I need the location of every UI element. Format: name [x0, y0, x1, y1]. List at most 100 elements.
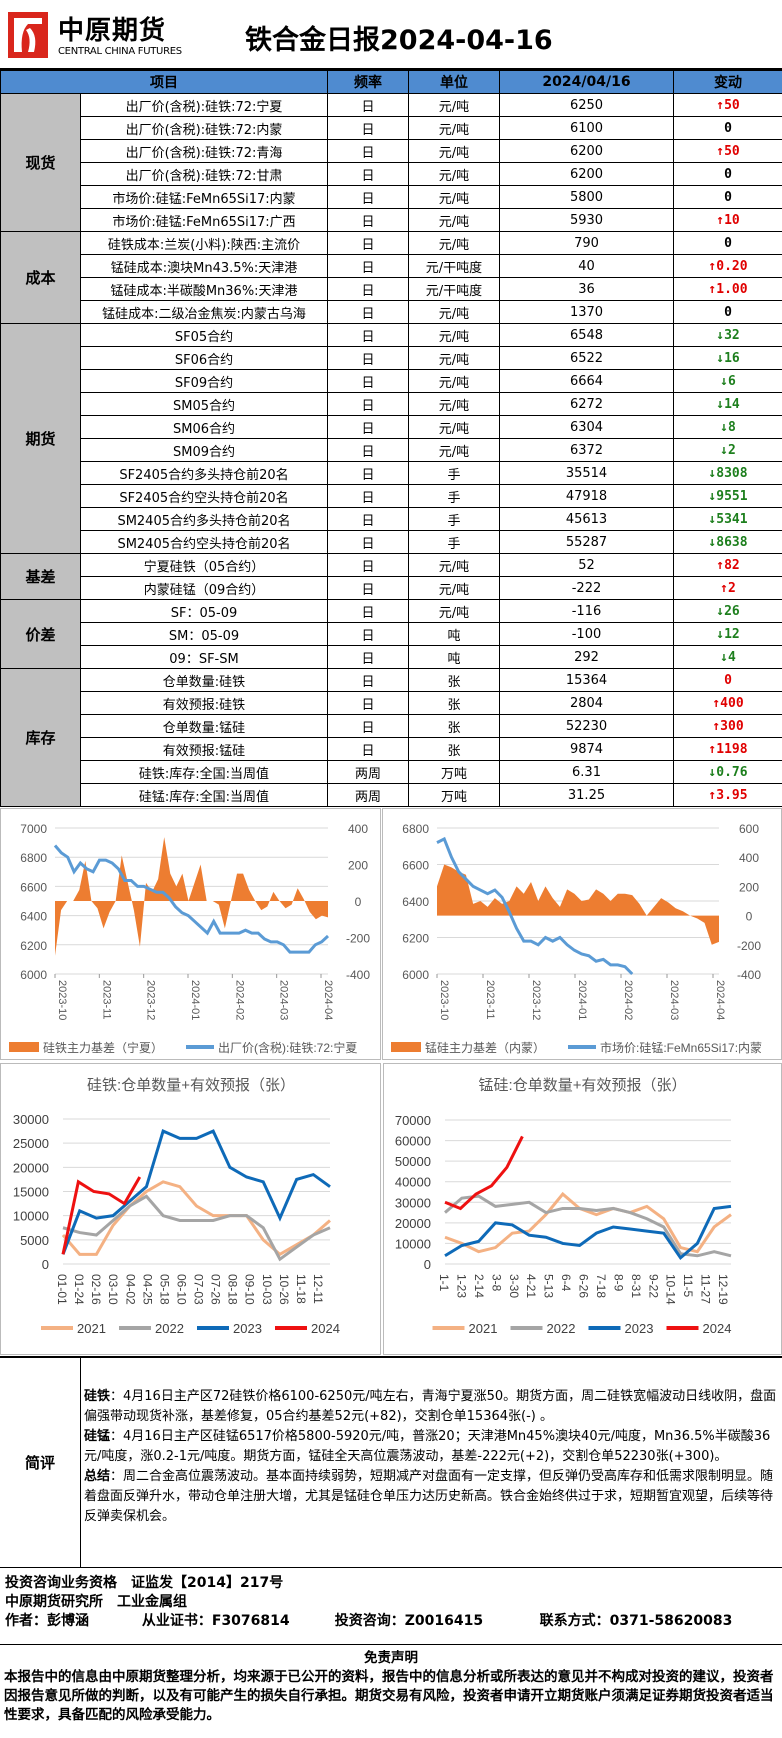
unit-cell: 张 [408, 714, 500, 738]
value-cell: -100 [499, 622, 674, 646]
x-axis-tick: 2023-10 [56, 980, 68, 1020]
frequency-cell: 日 [327, 300, 409, 324]
change-value: 8638 [716, 534, 748, 550]
col-header-item: 项目 [0, 70, 328, 94]
item-cell: 宁夏硅铁（05合约） [80, 553, 328, 577]
table-row: 09：SF-SM 日吨 292 ↓4 [1, 645, 782, 669]
change-cell: ↑3.95 [673, 783, 782, 807]
change-cell: ↑400 [673, 691, 782, 715]
table-row: 现货 出厂价(含税):硅铁:72:宁夏日元/吨 6250 ↑50 [0, 93, 782, 232]
change-value: 0 [724, 235, 732, 251]
item-cell: 出厂价(含税):硅铁:72:宁夏 [80, 93, 328, 117]
change-value: 0 [724, 120, 732, 136]
legend-label-basis: 硅铁主力基差（宁夏） [43, 1040, 163, 1055]
arrow-down-icon: ↓ [708, 488, 717, 504]
y-axis-tick: 60000 [395, 1134, 431, 1149]
unit-cell: 万吨 [408, 783, 500, 807]
value-cell: 45613 [499, 507, 674, 531]
x-axis-tick: 1-23 [454, 1274, 468, 1298]
x-axis-tick: 2024-03 [668, 980, 680, 1020]
change-value: 0 [724, 189, 732, 205]
change-cell: ↑1.00 [673, 277, 782, 301]
department: 中原期货研究所 工业金属组 [5, 1594, 187, 1610]
qualification: 投资咨询业务资格 证监发【2014】217号 [5, 1575, 284, 1591]
change-cell: ↑300 [673, 714, 782, 738]
unit-cell: 吨 [408, 645, 500, 669]
disclaimer-title: 免责声明 [364, 1650, 418, 1666]
item-cell: 内蒙硅锰（09合约） [80, 576, 328, 600]
table-row: 锰硅成本:半碳酸Mn36%:天津港日元/干吨度 36 ↑1.00 [1, 277, 782, 301]
change-cell: ↓8308 [673, 461, 782, 485]
table-row: 硅锰:库存:全国:当周值 两周 万吨 31.25 ↑3.95 [1, 783, 782, 807]
right-axis-tick: 0 [746, 910, 753, 924]
left-axis-tick: 6800 [402, 822, 429, 836]
series-line-2022 [62, 1194, 331, 1262]
unit-cell: 手 [408, 530, 500, 554]
item-cell: 仓单数量:硅铁 [80, 668, 328, 692]
left-axis-tick: 6000 [402, 968, 429, 982]
value-cell: 5800 [499, 185, 674, 209]
x-axis-tick: 04-02 [123, 1274, 137, 1305]
table-row: SM05合约日元/吨 6272 ↓14 [1, 392, 782, 416]
change-cell: ↓8 [673, 415, 782, 439]
series-line-2021 [61, 1180, 331, 1257]
change-value: 2 [728, 442, 736, 458]
frequency-cell: 日 [327, 714, 409, 738]
right-axis-tick: 0 [355, 895, 362, 909]
left-axis-tick: 6600 [20, 880, 47, 894]
x-axis-tick: 9-22 [646, 1274, 660, 1298]
change-value: 1198 [716, 741, 748, 757]
frequency-cell: 日 [327, 461, 409, 485]
unit-cell: 元/吨 [408, 438, 500, 462]
change-value: 82 [724, 557, 740, 573]
item-cell: SM09合约 [80, 438, 328, 462]
chart-sf-basis-price: 7000 6800 6600 6400 6200 6000 400 200 0 -200 -400 2… [0, 808, 381, 1060]
value-cell: 292 [499, 645, 674, 669]
item-cell: 出厂价(含税):硅铁:72:青海 [80, 139, 328, 163]
company-logo-icon [8, 12, 48, 58]
value-cell: 6304 [499, 415, 674, 439]
value-cell: 55287 [499, 530, 674, 554]
y-axis-tick: 25000 [13, 1136, 49, 1151]
value-cell: 36 [499, 277, 674, 301]
value-cell: -222 [499, 576, 674, 600]
value-cell: 35514 [499, 461, 674, 485]
change-cell: ↓4 [673, 645, 782, 669]
frequency-cell: 两周 [327, 760, 409, 784]
item-cell: 市场价:硅锰:FeMn65Si17:内蒙 [80, 185, 328, 209]
item-cell: SM：05-09 [80, 622, 328, 646]
category-cell: 现货 [0, 93, 81, 232]
unit-cell: 手 [408, 484, 500, 508]
col-header-change: 变动 [673, 70, 782, 94]
value-cell: 6.31 [499, 760, 674, 784]
legend-label-2021: 2021 [77, 1321, 106, 1336]
change-cell: 0 [673, 668, 782, 692]
arrow-down-icon: ↓ [720, 373, 728, 389]
series-line-2021 [444, 1191, 732, 1254]
item-cell: 出厂价(含税):硅铁:72:内蒙 [80, 116, 328, 140]
value-cell: 6250 [499, 93, 674, 117]
x-axis-tick: 2024-01 [189, 980, 201, 1020]
x-axis-tick: 2023-11 [100, 980, 112, 1020]
x-axis-tick: 02-16 [89, 1274, 103, 1305]
legend-swatch-basis [9, 1042, 39, 1052]
series-line-2024 [61, 1176, 142, 1255]
review-ferrosilicon: 硅铁：4月16日主产区72硅铁价格6100-6250元/吨左右，青海宁夏涨50。… [84, 1389, 777, 1424]
table-row: 市场价:硅锰:FeMn65Si17:广西日元/吨 5930 ↑10 [1, 208, 782, 232]
x-axis-tick: 2024-04 [714, 980, 726, 1020]
right-axis-tick: 400 [348, 822, 368, 836]
value-cell: 5930 [499, 208, 674, 232]
y-axis-tick: 10000 [395, 1236, 431, 1251]
arrow-up-icon: ↑ [716, 97, 725, 113]
right-axis-tick: -400 [346, 968, 370, 982]
left-axis-tick: 6400 [20, 910, 47, 924]
x-axis-tick: 12-11 [311, 1274, 325, 1304]
value-cell: 52 [499, 553, 674, 577]
arrow-down-icon: ↓ [708, 465, 717, 481]
value-cell: 6200 [499, 162, 674, 186]
author: 作者：彭博涵 [5, 1613, 89, 1629]
right-axis-tick: 400 [739, 851, 759, 865]
chart-title: 锰硅:仓单数量+有效预报（张） [479, 1077, 687, 1094]
arrow-down-icon: ↓ [720, 442, 728, 458]
disclaimer: 免责声明 本报告中的信息由中原期货整理分析，均来源于已公开的资料，报告中的信息分… [0, 1645, 782, 1738]
